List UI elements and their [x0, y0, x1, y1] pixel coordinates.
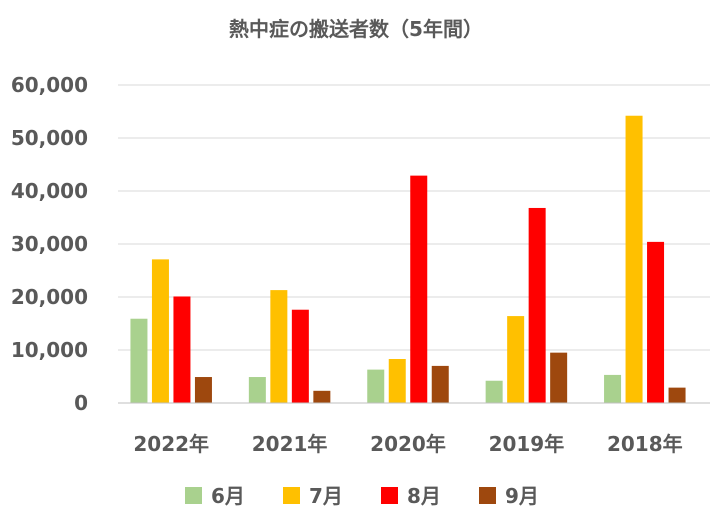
legend-swatch: [283, 487, 300, 504]
legend: 6月 7月 8月 9月: [185, 484, 539, 508]
bar-7月-2019年: [507, 316, 525, 403]
x-tick-label: 2020年: [370, 432, 446, 456]
chart-title: 熱中症の搬送者数（5年間）: [229, 17, 483, 41]
bar-6月-2018年: [604, 374, 622, 403]
legend-swatch: [479, 487, 496, 504]
y-tick-label: 10,000: [11, 338, 88, 362]
x-tick-label: 2022年: [133, 432, 209, 456]
bar-6月-2020年: [367, 369, 385, 403]
y-tick-label: 0: [74, 391, 88, 415]
bar-7月-2020年: [388, 359, 406, 403]
legend-swatch: [185, 487, 202, 504]
bar-7月-2021年: [270, 290, 288, 403]
legend-label: 6月: [211, 484, 245, 508]
bar-8月-2018年: [647, 241, 665, 403]
bar-7月-2022年: [151, 259, 169, 403]
bar-8月-2022年: [173, 296, 191, 403]
x-tick-label: 2021年: [252, 432, 328, 456]
legend-swatch: [381, 487, 398, 504]
bar-9月-2021年: [313, 390, 331, 403]
y-tick-label: 30,000: [11, 232, 88, 256]
bar-6月-2022年: [130, 318, 148, 403]
bar-9月-2019年: [550, 352, 568, 403]
legend-label: 8月: [407, 484, 441, 508]
bar-9月-2018年: [668, 387, 686, 403]
bar-6月-2021年: [248, 377, 266, 403]
y-tick-label: 50,000: [11, 126, 88, 150]
y-tick-label: 20,000: [11, 285, 88, 309]
y-tick-label: 40,000: [11, 179, 88, 203]
legend-label: 9月: [505, 484, 539, 508]
x-tick-label: 2018年: [607, 432, 683, 456]
bar-9月-2022年: [194, 377, 212, 403]
legend-label: 7月: [309, 484, 343, 508]
y-axis-tick-labels: 0 10,000 20,000 30,000 40,000 50,000 60,000: [11, 73, 88, 415]
bar-7月-2018年: [625, 115, 643, 404]
bar-6月-2019年: [485, 380, 503, 403]
bar-8月-2020年: [410, 175, 428, 403]
bar-9月-2020年: [431, 365, 449, 403]
x-tick-label: 2019年: [489, 432, 565, 456]
y-tick-label: 60,000: [11, 73, 88, 97]
bar-8月-2021年: [291, 309, 309, 403]
bars: [130, 115, 686, 404]
bar-8月-2019年: [528, 207, 546, 403]
x-axis-tick-labels: 2022年 2021年 2020年 2019年 2018年: [133, 432, 682, 456]
